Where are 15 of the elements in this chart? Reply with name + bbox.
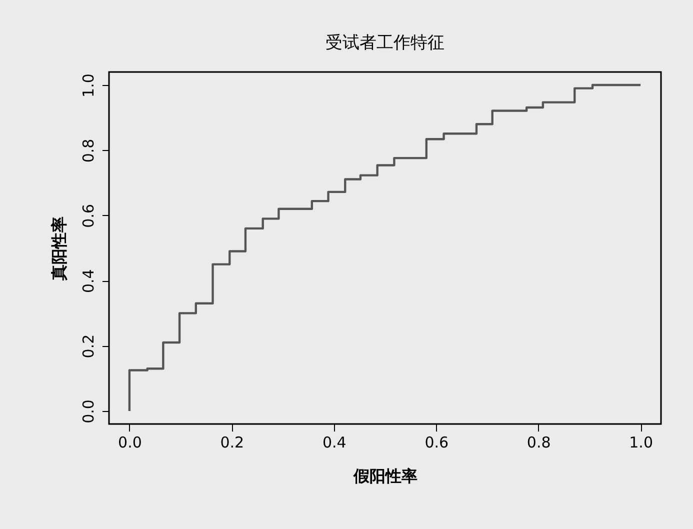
x-tick-label: 0.0 — [118, 434, 142, 452]
x-tick-label: 1.0 — [629, 434, 653, 452]
y-tick-label: 0.4 — [80, 269, 98, 294]
x-axis-title: 假阳性率 — [352, 466, 418, 486]
y-tick-label: 0.8 — [80, 138, 98, 163]
y-tick-label: 1.0 — [80, 74, 98, 98]
y-tick-label: 0.2 — [80, 334, 98, 358]
x-tick-label: 0.2 — [220, 434, 244, 452]
y-axis-title: 真阳性率 — [50, 216, 68, 282]
y-tick-label: 0.0 — [80, 400, 98, 424]
y-tick-label: 0.6 — [80, 204, 98, 228]
x-tick-label: 0.6 — [424, 434, 449, 452]
x-tick-label: 0.8 — [526, 434, 551, 452]
x-tick-label: 0.4 — [322, 434, 346, 452]
chart-title: 受试者工作特征 — [326, 33, 444, 53]
